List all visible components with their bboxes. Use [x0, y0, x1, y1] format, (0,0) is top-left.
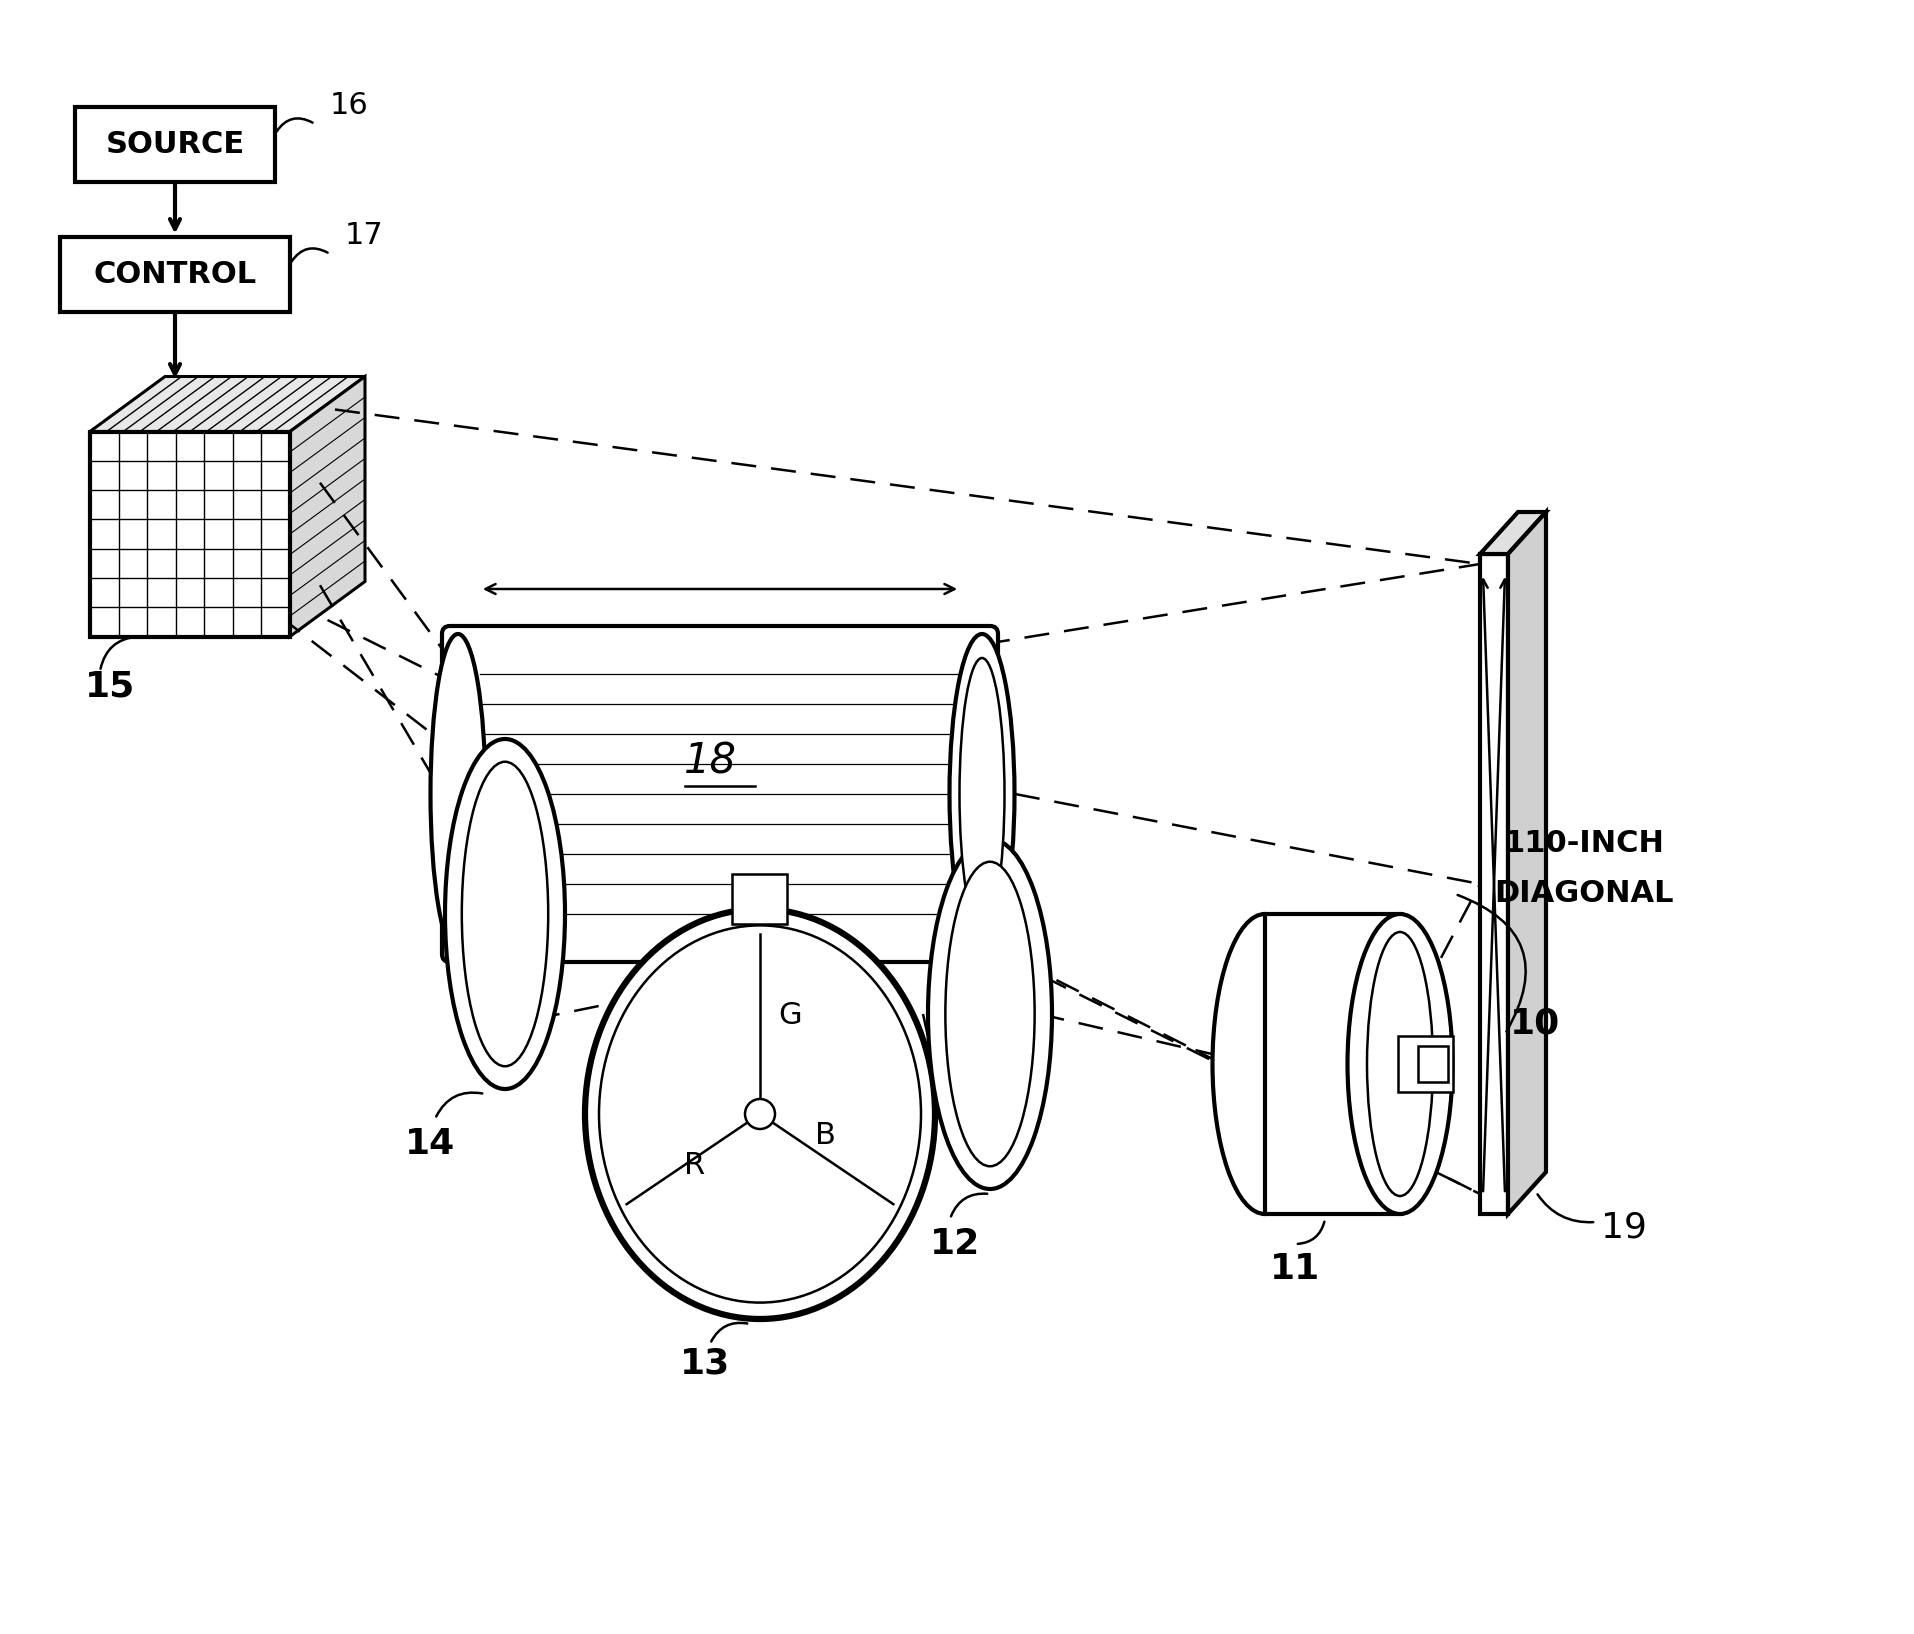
- Text: DIAGONAL: DIAGONAL: [1493, 879, 1673, 909]
- Bar: [1265, 913, 1399, 1214]
- Ellipse shape: [1212, 913, 1317, 1214]
- Text: 18: 18: [683, 740, 737, 783]
- Text: 14: 14: [404, 1127, 456, 1162]
- Text: 10: 10: [1510, 1007, 1560, 1041]
- Polygon shape: [289, 376, 366, 637]
- Text: R: R: [683, 1150, 704, 1180]
- Text: G: G: [777, 1002, 802, 1029]
- Text: CONTROL: CONTROL: [94, 260, 256, 289]
- Text: 110-INCH: 110-INCH: [1502, 830, 1663, 858]
- Ellipse shape: [1347, 913, 1451, 1214]
- Ellipse shape: [599, 925, 921, 1302]
- Ellipse shape: [928, 838, 1051, 1190]
- Text: 17: 17: [345, 221, 383, 250]
- Circle shape: [745, 1100, 775, 1129]
- Bar: [90, 431, 289, 637]
- Ellipse shape: [461, 761, 547, 1067]
- Polygon shape: [90, 376, 366, 431]
- Polygon shape: [1480, 511, 1545, 554]
- Bar: [733, 874, 787, 923]
- Text: 11: 11: [1269, 1252, 1319, 1286]
- Text: 16: 16: [329, 92, 369, 119]
- Bar: [75, 106, 276, 181]
- Text: B: B: [813, 1121, 835, 1150]
- Text: 13: 13: [679, 1346, 729, 1381]
- Polygon shape: [1506, 511, 1545, 1214]
- Ellipse shape: [949, 634, 1014, 954]
- Ellipse shape: [946, 861, 1034, 1167]
- Text: 12: 12: [930, 1227, 980, 1261]
- Bar: [1416, 1046, 1447, 1082]
- Text: 19: 19: [1600, 1211, 1646, 1243]
- Ellipse shape: [444, 739, 565, 1088]
- Ellipse shape: [959, 659, 1005, 930]
- Text: SOURCE: SOURCE: [105, 129, 245, 158]
- Text: 15: 15: [84, 670, 136, 704]
- Bar: [1397, 1036, 1453, 1092]
- Ellipse shape: [584, 909, 934, 1319]
- Bar: [59, 237, 289, 312]
- Ellipse shape: [1367, 931, 1432, 1196]
- FancyBboxPatch shape: [442, 626, 997, 962]
- Polygon shape: [1480, 554, 1506, 1214]
- Ellipse shape: [431, 634, 486, 954]
